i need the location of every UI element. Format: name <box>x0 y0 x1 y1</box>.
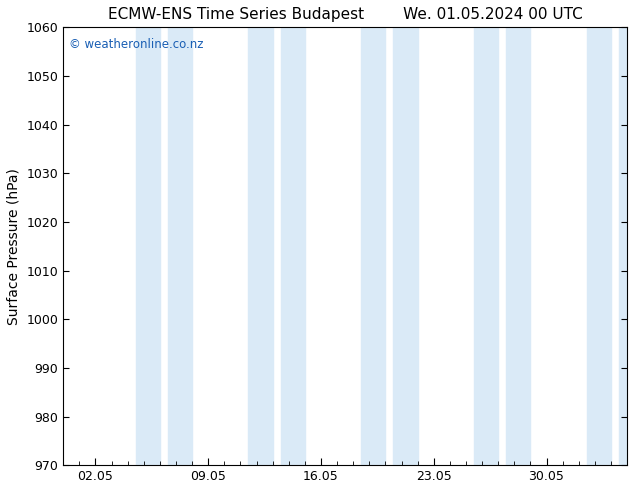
Bar <box>281 27 305 465</box>
Y-axis label: Surface Pressure (hPa): Surface Pressure (hPa) <box>7 168 21 325</box>
Bar <box>136 27 160 465</box>
Bar <box>587 27 611 465</box>
Bar <box>619 27 634 465</box>
Text: © weatheronline.co.nz: © weatheronline.co.nz <box>69 38 204 51</box>
Title: ECMW-ENS Time Series Budapest        We. 01.05.2024 00 UTC: ECMW-ENS Time Series Budapest We. 01.05.… <box>108 7 583 22</box>
Bar <box>474 27 498 465</box>
Bar <box>249 27 273 465</box>
Bar <box>168 27 192 465</box>
Bar <box>361 27 385 465</box>
Bar <box>394 27 418 465</box>
Bar <box>506 27 531 465</box>
